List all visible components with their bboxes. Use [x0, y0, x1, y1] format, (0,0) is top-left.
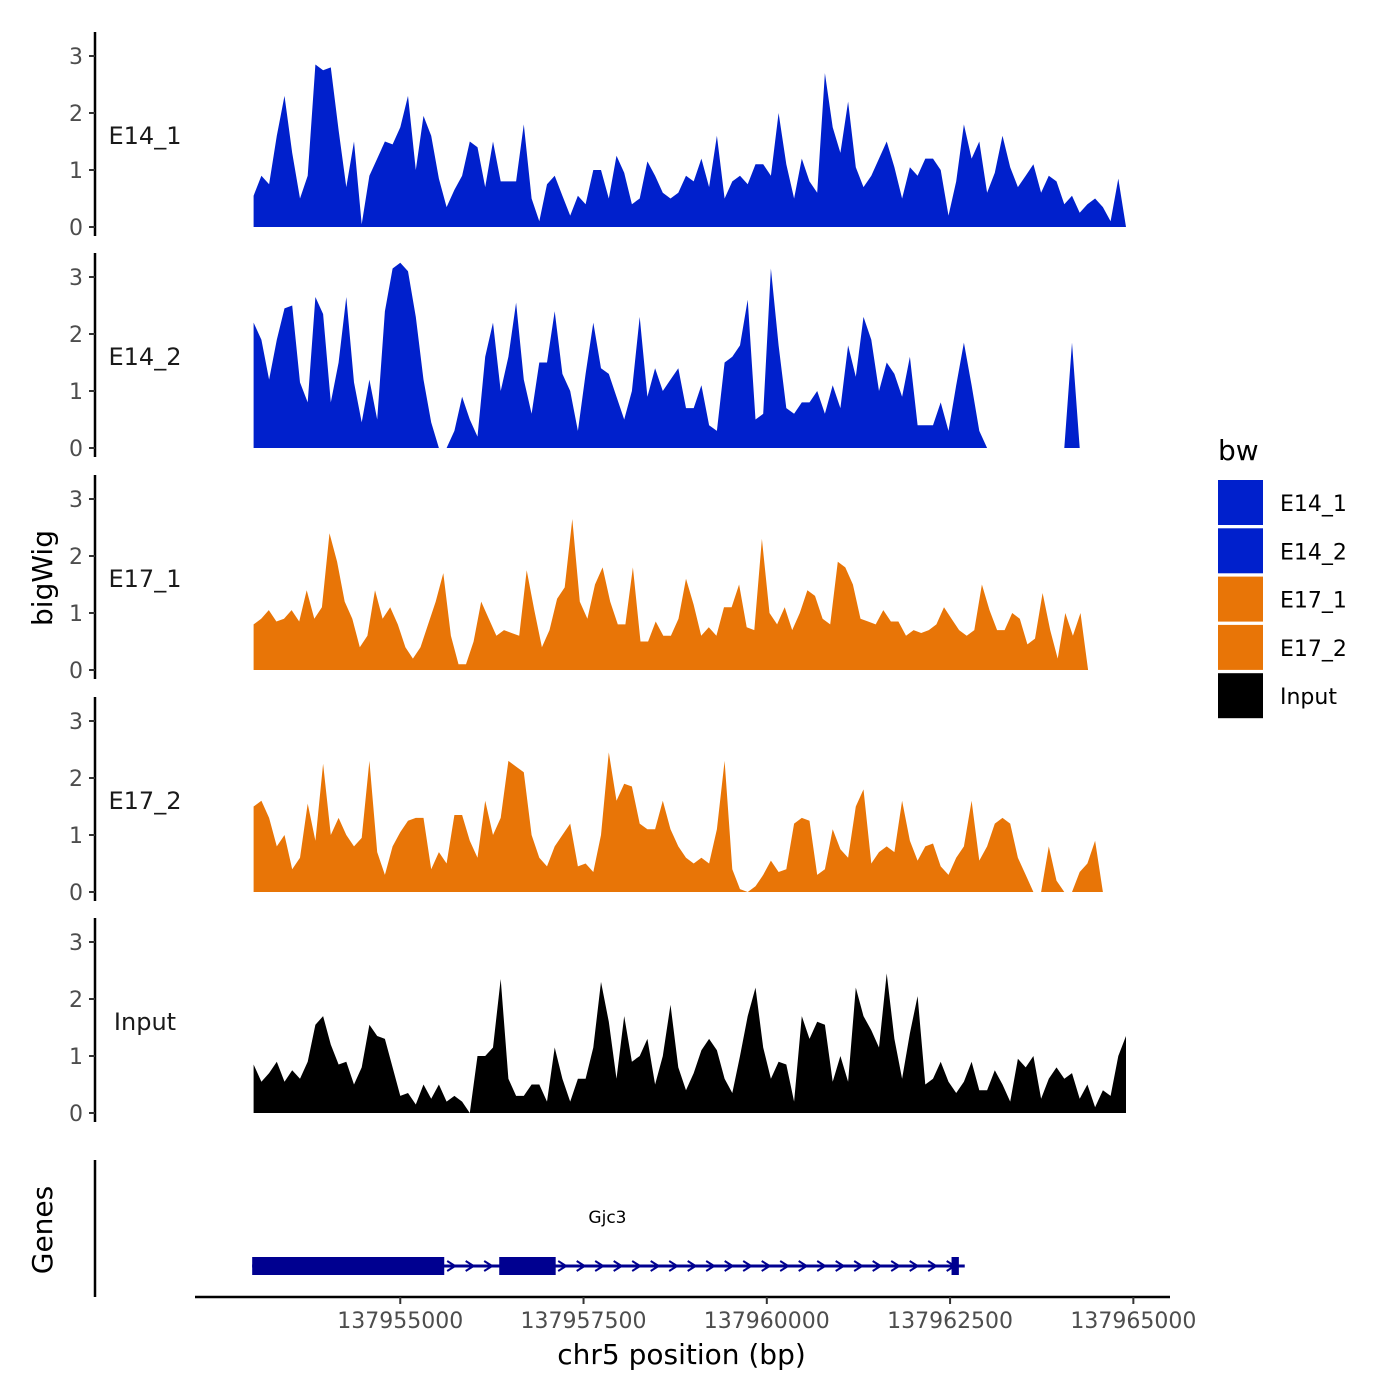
legend-label: E17_1 — [1280, 589, 1347, 614]
track-label: E17_2 — [109, 787, 182, 815]
gene-exon — [252, 1257, 445, 1275]
x-tick-label: 137960000 — [704, 1309, 830, 1334]
track-e17-2: 0 1 2 3 E17_2 — [69, 697, 1127, 906]
track-e14-1: 0 1 2 3 E14_1 — [69, 32, 1127, 241]
strand-arrow — [872, 1260, 883, 1272]
legend-label: E14_1 — [1280, 492, 1347, 517]
y-tick-label: 3 — [69, 45, 83, 70]
coverage-area — [253, 519, 1127, 670]
coverage-area — [253, 752, 1127, 892]
strand-arrow — [465, 1260, 476, 1272]
coverage-area — [253, 262, 1127, 448]
track-e14-2: 0 1 2 3 E14_2 — [69, 253, 1127, 462]
strand-arrow — [687, 1260, 698, 1272]
gene-model: Gjc3 — [252, 1208, 965, 1275]
y-tick-label: 2 — [69, 545, 83, 570]
track-label: E14_1 — [109, 122, 182, 150]
legend-label: E17_2 — [1280, 637, 1347, 662]
y-axis-title: bigWig — [26, 530, 59, 626]
track-input: 0 1 2 3 Input — [69, 918, 1127, 1127]
strand-arrow — [798, 1260, 809, 1272]
y-tick-label: 1 — [69, 824, 83, 849]
genes-panel: Genes Gjc3 — [26, 1160, 965, 1297]
y-tick-label: 0 — [69, 659, 83, 684]
legend-swatch — [1218, 480, 1263, 525]
legend-swatch — [1218, 528, 1263, 574]
strand-arrow — [890, 1260, 902, 1272]
legend-swatch — [1218, 624, 1263, 670]
strand-arrow — [853, 1260, 865, 1272]
legend: bw E14_1 E14_2 E17_1 E17_2 Input — [1218, 434, 1347, 719]
y-tick-label: 0 — [69, 881, 83, 906]
y-tick-label: 1 — [69, 159, 83, 184]
y-tick-label: 3 — [69, 710, 83, 735]
x-tick-label: 137955000 — [337, 1309, 463, 1334]
x-axis: 137955000 137957500 137960000 137962500 1379… — [195, 1295, 1196, 1371]
y-tick-label: 3 — [69, 931, 83, 956]
strand-arrow — [557, 1260, 569, 1272]
strand-arrow — [483, 1260, 495, 1272]
strand-arrow — [668, 1260, 680, 1272]
y-tick-label: 0 — [69, 1102, 83, 1127]
strand-arrow — [742, 1260, 754, 1272]
gene-exon — [499, 1257, 556, 1275]
strand-arrow — [816, 1260, 828, 1272]
track-label: E17_1 — [109, 565, 182, 593]
y-tick-label: 0 — [69, 216, 83, 241]
y-tick-label: 3 — [69, 488, 83, 513]
y-tick-label: 1 — [69, 602, 83, 627]
strand-arrow — [576, 1260, 587, 1272]
strand-arrow — [650, 1260, 661, 1272]
strand-arrow — [446, 1260, 458, 1272]
y-tick-label: 2 — [69, 102, 83, 127]
legend-label: E14_2 — [1280, 540, 1347, 565]
strand-arrow — [594, 1260, 606, 1272]
y-tick-label: 0 — [69, 437, 83, 462]
gene-label: Gjc3 — [588, 1208, 626, 1228]
coverage-area — [253, 64, 1127, 227]
strand-arrow — [631, 1260, 643, 1272]
track-label: E14_2 — [109, 343, 182, 371]
y-tick-label: 2 — [69, 767, 83, 792]
gene-exon — [951, 1257, 959, 1275]
y-tick-label: 1 — [69, 1045, 83, 1070]
genes-axis-title: Genes — [26, 1186, 59, 1274]
strand-arrow — [909, 1260, 920, 1272]
legend-label: Input — [1280, 685, 1337, 710]
x-axis-title: chr5 position (bp) — [557, 1338, 806, 1371]
y-tick-label: 3 — [69, 266, 83, 291]
y-tick-label: 2 — [69, 323, 83, 348]
track-e17-1: 0 1 2 3 E17_1 — [69, 475, 1127, 684]
coverage-area — [253, 973, 1127, 1113]
strand-arrow — [927, 1260, 939, 1272]
x-tick-label: 137957500 — [521, 1309, 647, 1334]
strand-arrow — [761, 1260, 772, 1272]
strand-arrow — [705, 1260, 717, 1272]
x-tick-label: 137962500 — [887, 1309, 1013, 1334]
strand-arrow — [613, 1260, 624, 1272]
strand-arrow — [779, 1260, 791, 1272]
x-tick-label: 137965000 — [1070, 1309, 1196, 1334]
y-tick-label: 1 — [69, 380, 83, 405]
strand-arrow — [724, 1260, 735, 1272]
strand-arrow — [835, 1260, 846, 1272]
legend-swatch — [1218, 576, 1263, 622]
legend-swatch — [1218, 673, 1263, 719]
legend-title: bw — [1218, 434, 1259, 467]
track-label: Input — [114, 1008, 176, 1036]
y-tick-label: 2 — [69, 988, 83, 1013]
